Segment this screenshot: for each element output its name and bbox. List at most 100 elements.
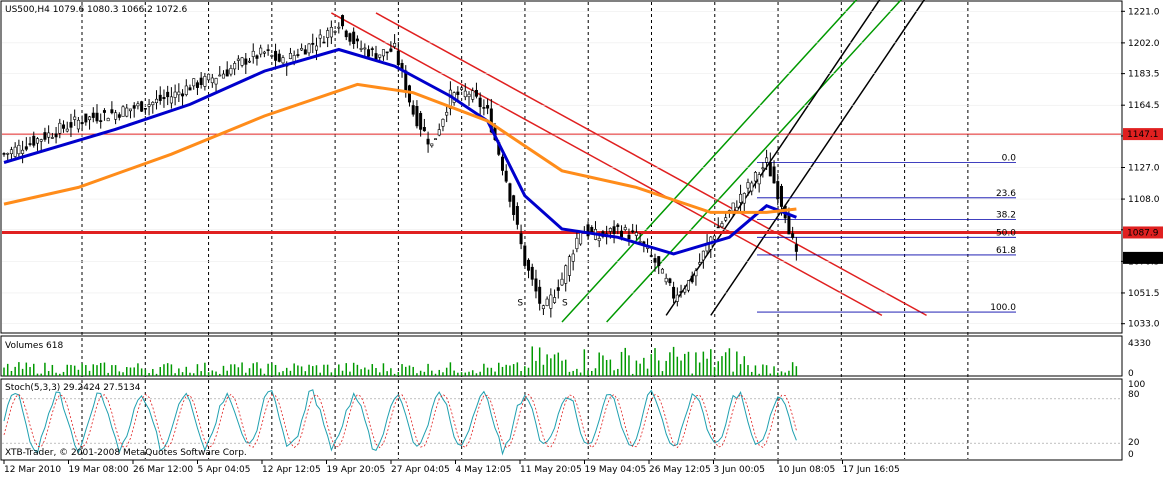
- candle-body: [203, 76, 207, 87]
- candle-body: [545, 298, 549, 306]
- candle-body: [169, 96, 173, 104]
- candle-body: [772, 166, 776, 184]
- candle-body: [672, 286, 676, 299]
- candle-body: [742, 193, 746, 204]
- candle-body: [690, 275, 694, 283]
- candle-body: [396, 50, 400, 66]
- candle-body: [556, 287, 560, 291]
- candle-body: [731, 202, 735, 212]
- candle-body: [355, 38, 359, 42]
- candle-body: [378, 54, 382, 58]
- candle-body: [62, 124, 66, 129]
- candle-body: [54, 133, 58, 138]
- candle-body: [84, 113, 88, 123]
- candle-body: [47, 132, 51, 138]
- candle-body: [80, 122, 84, 125]
- candle-body: [35, 138, 39, 144]
- fib-label-0: 0.0: [1002, 154, 1017, 164]
- fib-label-5: 100.0: [990, 303, 1016, 313]
- candle-body: [634, 232, 638, 236]
- candle-body: [768, 162, 772, 177]
- candle-body: [419, 113, 423, 130]
- candle-body: [229, 68, 233, 75]
- candle-body: [188, 87, 192, 91]
- candle-body: [244, 58, 248, 65]
- candle-body: [270, 55, 274, 57]
- candle-body: [221, 73, 225, 79]
- candle-body: [478, 97, 482, 108]
- candle-body: [300, 48, 304, 51]
- candle-body: [251, 50, 255, 57]
- candle-body: [240, 57, 244, 66]
- stochastic-label: Stoch(5,3,3) 29.2424 27.5134: [5, 383, 141, 393]
- candle-body: [474, 89, 478, 97]
- candle-body: [527, 259, 531, 271]
- candle-body: [504, 170, 508, 182]
- candle-body: [794, 244, 798, 252]
- candle-body: [24, 146, 28, 150]
- time-axis: 12 Mar 2010 19 Mar 08:00 26 Mar 12:00 5 Apr…: [3, 460, 900, 475]
- candle-body: [76, 119, 80, 130]
- candle-body: [255, 55, 259, 59]
- candle-body: [750, 182, 754, 192]
- candle-body: [288, 53, 292, 59]
- volume-zero-label: 0: [1128, 369, 1134, 379]
- time-tick-label: 4 May 12:05: [456, 465, 512, 475]
- candle-body: [623, 227, 627, 231]
- candle-body: [512, 195, 516, 215]
- candle-body: [675, 294, 679, 302]
- candle-body: [192, 78, 196, 87]
- stochastic-lines: [2, 389, 1121, 456]
- price-tick-label: 1183.5: [1128, 70, 1160, 80]
- stoch-main-line: [3, 389, 797, 456]
- fib-label-4: 61.8: [996, 246, 1016, 256]
- candle-body: [102, 110, 106, 113]
- candle-body: [445, 111, 449, 116]
- candle-body: [199, 77, 203, 85]
- candle-body: [686, 280, 690, 291]
- candle-body: [437, 129, 441, 136]
- candle-body: [184, 85, 188, 95]
- candle-body: [422, 127, 426, 132]
- trend-line-parallel-2: [710, 0, 925, 316]
- candle-body: [43, 132, 47, 140]
- candle-body: [207, 73, 211, 81]
- price-tick-label: 1108.0: [1128, 195, 1160, 205]
- candle-body: [463, 90, 467, 98]
- price-marker-1: 1087.9: [1127, 228, 1159, 238]
- candle-body: [248, 60, 252, 63]
- candle-body: [13, 146, 17, 157]
- candle-body: [668, 278, 672, 284]
- fib-label-3: 50.0: [996, 228, 1016, 238]
- candle-body: [627, 234, 631, 240]
- candle-body: [765, 157, 769, 163]
- time-tick-label: 19 Mar 08:00: [69, 465, 129, 475]
- candle-body: [128, 108, 132, 112]
- stoch-level-80: 80: [1128, 390, 1140, 400]
- trend-line-parallel-1: [606, 0, 902, 323]
- candle-body: [660, 268, 664, 274]
- candlesticks: [2, 14, 798, 318]
- candle-body: [173, 91, 177, 98]
- candle-body: [441, 118, 445, 127]
- candle-body: [426, 138, 430, 145]
- trend-line-2: [665, 0, 881, 316]
- time-tick-label: 26 May 12:05: [649, 465, 711, 475]
- candle-body: [385, 51, 389, 54]
- candle-body: [58, 122, 62, 134]
- trend-line-1: [561, 0, 858, 323]
- candle-body: [307, 43, 311, 54]
- price-marker-bg-2: [1123, 251, 1163, 264]
- candle-body: [277, 53, 281, 62]
- time-tick-label: 27 Apr 04:05: [391, 465, 450, 475]
- candle-body: [415, 106, 419, 127]
- candle-body: [259, 47, 263, 55]
- trend-line-0: [330, 12, 883, 317]
- candle-body: [698, 262, 702, 265]
- candle-body: [460, 87, 464, 90]
- candle-body: [39, 139, 43, 142]
- candle-body: [363, 47, 367, 50]
- candle-body: [274, 50, 278, 61]
